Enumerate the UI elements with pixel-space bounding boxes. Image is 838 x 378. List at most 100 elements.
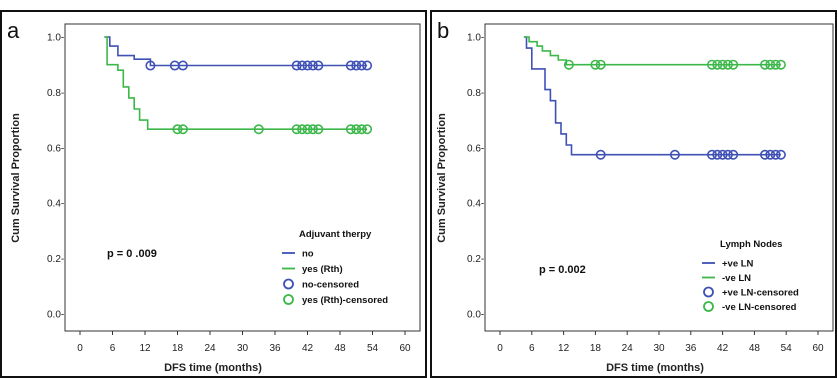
- x-tick-label: 54: [367, 343, 379, 354]
- x-tick-label: 54: [781, 343, 793, 354]
- y-tick-label: 0.8-: [467, 88, 484, 99]
- censor-marker: [722, 149, 733, 160]
- y-tick-label: 0.8-: [47, 88, 64, 99]
- censor-marker: [291, 60, 302, 71]
- censor-marker: [717, 59, 728, 70]
- panel-a-legend: Adjuvant therpy no yes (Rth) no-censored ye…: [282, 229, 388, 306]
- legend-censor-swatch: [703, 301, 714, 312]
- legend-entry-label: -ve LN-censored: [722, 302, 797, 313]
- panel-a-legend-title: Adjuvant therpy: [299, 229, 372, 240]
- legend-entry-label: +ve LN: [722, 259, 754, 270]
- censor-marker: [590, 59, 601, 70]
- censor-marker: [728, 149, 739, 160]
- x-tick-label: 42: [717, 343, 729, 354]
- censor-marker: [302, 124, 313, 135]
- censor-marker: [297, 60, 308, 71]
- panel-b-y-ticks: 0.0- 0.2- 0.4- 0.6- 0.8- 1.0-: [467, 33, 484, 321]
- y-tick-label: 0.4-: [47, 199, 64, 210]
- y-tick-label: 0.2-: [467, 254, 484, 265]
- y-tick-label: 0.6-: [467, 143, 484, 154]
- censor-marker: [595, 59, 606, 70]
- legend-entry-label: no: [302, 249, 314, 260]
- censor-marker: [770, 59, 781, 70]
- x-tick-label: 18: [172, 343, 184, 354]
- panel-b: b DFS time (months) Cum Survival Proport…: [430, 10, 837, 378]
- panel-b-ylabel: Cum Survival Proportion: [436, 113, 448, 243]
- censor-marker: [177, 60, 188, 71]
- censor-marker: [356, 124, 367, 135]
- panel-a: a DFS time (months) Cum Survival Proport…: [0, 10, 427, 378]
- panel-a-ylabel: Cum Survival Proportion: [10, 113, 22, 243]
- censor-marker: [351, 124, 362, 135]
- x-tick-label: 18: [590, 343, 602, 354]
- y-tick-label: 0.6-: [47, 143, 64, 154]
- censor-marker: [362, 124, 373, 135]
- censor-marker: [706, 59, 717, 70]
- legend-entry-label: yes (Rth)-censored: [302, 295, 388, 306]
- panel-b-legend: Lymph Nodes +ve LN -ve LN +ve LN-censored -…: [702, 239, 799, 313]
- censor-marker: [669, 149, 680, 160]
- censor-marker: [759, 59, 770, 70]
- x-tick-label: 24: [204, 343, 216, 354]
- censor-marker: [297, 124, 308, 135]
- legend-entry-label: +ve LN-censored: [722, 288, 799, 299]
- y-tick-label: 0.4-: [467, 199, 484, 210]
- censor-marker: [313, 124, 324, 135]
- censor-marker: [765, 149, 776, 160]
- censor-marker: [765, 59, 776, 70]
- legend-entry-label: no-censored: [302, 280, 359, 291]
- series-line-1: [104, 36, 368, 130]
- panel-b-letter: b: [437, 18, 449, 43]
- y-tick-label: 0.0-: [47, 310, 64, 321]
- censor-marker: [775, 149, 786, 160]
- censor-marker: [356, 60, 367, 71]
- censor-marker: [302, 60, 313, 71]
- censor-marker: [307, 60, 318, 71]
- x-tick-label: 12: [139, 343, 151, 354]
- censor-marker: [307, 124, 318, 135]
- panel-a-y-ticks: 0.0- 0.2- 0.4- 0.6- 0.8- 1.0-: [47, 33, 64, 321]
- x-tick-label: 0: [77, 343, 83, 354]
- x-tick-label: 30: [237, 343, 249, 354]
- censor-marker: [313, 60, 324, 71]
- legend-censor-swatch: [283, 294, 294, 305]
- series-line-0: [104, 36, 368, 67]
- panel-b-p-value: p = 0.002: [539, 264, 586, 276]
- y-tick-label: 1.0-: [47, 33, 64, 44]
- y-tick-label: 1.0-: [467, 33, 484, 44]
- x-tick-label: 48: [749, 343, 761, 354]
- panel-b-xlabel: DFS time (months): [606, 362, 704, 374]
- panel-a-p-value: p = 0 .009: [107, 248, 157, 260]
- series-line-1: [523, 36, 781, 66]
- panel-b-legend-title: Lymph Nodes: [720, 239, 782, 250]
- censor-marker: [351, 60, 362, 71]
- legend-censor-swatch: [703, 286, 714, 298]
- x-tick-label: 42: [302, 343, 314, 354]
- censor-marker: [362, 60, 373, 71]
- legend-entry-label: -ve LN: [722, 273, 751, 284]
- censor-marker: [253, 124, 264, 135]
- censor-marker: [345, 60, 356, 71]
- censor-marker: [770, 149, 781, 160]
- censor-marker: [563, 59, 574, 70]
- x-tick-label: 36: [685, 343, 697, 354]
- x-tick-label: 12: [558, 343, 570, 354]
- censor-marker: [712, 59, 723, 70]
- y-tick-label: 0.0-: [467, 310, 484, 321]
- censor-marker: [345, 124, 356, 135]
- censor-marker: [291, 124, 302, 135]
- x-tick-label: 0: [497, 343, 503, 354]
- censor-marker: [728, 59, 739, 70]
- legend-entry-label: yes (Rth): [302, 264, 343, 275]
- x-tick-label: 48: [334, 343, 346, 354]
- panel-b-x-ticks: 0 6 12 18 24 30 36 42 48 54 60: [497, 331, 824, 354]
- censor-marker: [706, 149, 717, 160]
- censor-marker: [172, 124, 183, 135]
- censor-marker: [722, 59, 733, 70]
- panel-b-border: [430, 10, 837, 378]
- censor-marker: [759, 149, 770, 160]
- x-tick-label: 36: [269, 343, 281, 354]
- censor-marker: [775, 59, 786, 70]
- y-tick-label: 0.2-: [47, 254, 64, 265]
- panel-a-series: [104, 36, 373, 135]
